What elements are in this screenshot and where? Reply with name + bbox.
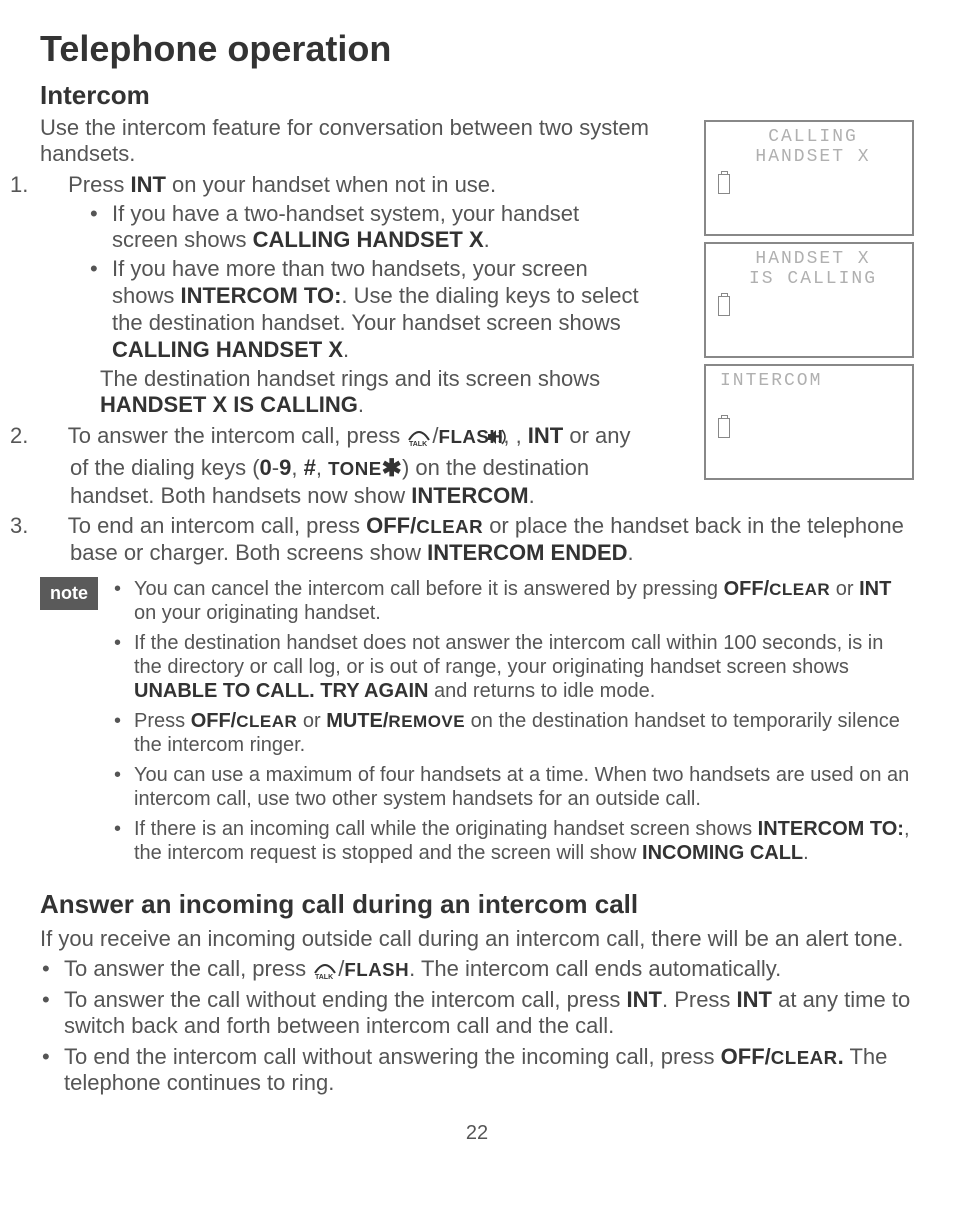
step-3: 3. To end an intercom call, press OFF/CL… (40, 513, 910, 567)
screen1-line1: CALLING (716, 128, 910, 148)
step1-destination: The destination handset rings and its sc… (100, 366, 650, 420)
page-number: 22 (40, 1122, 914, 1145)
note-tag: note (40, 577, 98, 610)
screen2-line2: IS CALLING (716, 270, 910, 290)
battery-icon (718, 296, 730, 316)
section-heading-intercom: Intercom (40, 80, 650, 111)
screen-calling: CALLING HANDSET X (704, 120, 914, 236)
handset-screens: CALLING HANDSET X HANDSET X IS CALLING I… (704, 120, 914, 486)
svg-text:TALK: TALK (315, 974, 333, 979)
step1-bullet2: If you have more than two handsets, your… (88, 256, 650, 363)
note-block: note You can cancel the intercom call be… (40, 577, 914, 871)
screen-iscalling: HANDSET X IS CALLING (704, 242, 914, 358)
screen2-line1: HANDSET X (716, 250, 910, 270)
note-4: You can use a maximum of four handsets a… (112, 763, 914, 811)
note-1: You can cancel the intercom call before … (112, 577, 914, 625)
battery-icon (718, 174, 730, 194)
note-5: If there is an incoming call while the o… (112, 817, 914, 865)
screen3-line1: INTERCOM (716, 372, 910, 392)
section-heading-answer: Answer an incoming call during an interc… (40, 889, 914, 920)
note-2: If the destination handset does not answ… (112, 631, 914, 703)
note-3: Press OFF/CLEAR or MUTE/REMOVE on the de… (112, 709, 914, 757)
step-1: 1. Press INT on your handset when not in… (40, 172, 650, 419)
section2-intro: If you receive an incoming outside call … (40, 926, 914, 952)
svg-text:TALK: TALK (409, 441, 427, 446)
step1-bullet1: If you have a two-handset system, your h… (88, 201, 650, 255)
page-title: Telephone operation (40, 28, 914, 70)
answer-bullet1: To answer the call, press TALK/FLASH. Th… (40, 956, 914, 982)
step-2: 2. To answer the intercom call, press TA… (40, 423, 650, 509)
talk-icon: TALK (312, 961, 338, 979)
answer-bullet3: To end the intercom call without answeri… (40, 1044, 914, 1097)
intro-text: Use the intercom feature for conversatio… (40, 115, 650, 168)
battery-icon (718, 418, 730, 438)
answer-bullet2: To answer the call without ending the in… (40, 987, 914, 1040)
steps-list: 1. Press INT on your handset when not in… (40, 172, 650, 567)
screen1-line2: HANDSET X (716, 148, 910, 168)
talk-icon: TALK (406, 428, 432, 446)
screen-intercom: INTERCOM (704, 364, 914, 480)
